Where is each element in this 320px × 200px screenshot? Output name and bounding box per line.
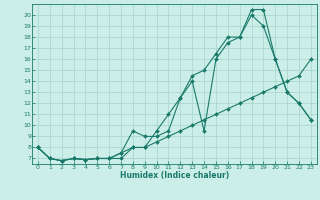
X-axis label: Humidex (Indice chaleur): Humidex (Indice chaleur) — [120, 171, 229, 180]
